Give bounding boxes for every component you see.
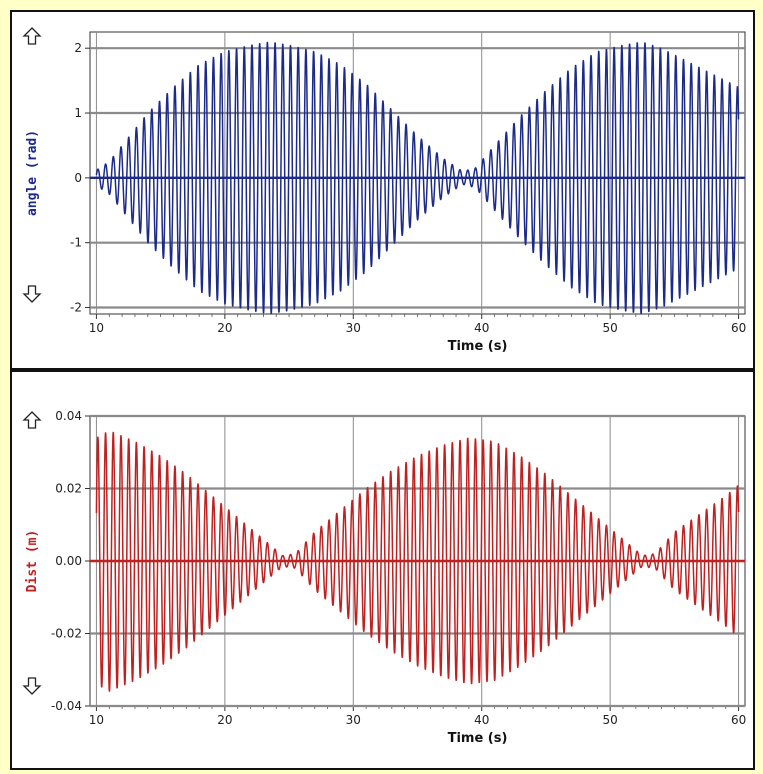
x-tick-label: 50 <box>603 321 618 335</box>
x-tick-label: 10 <box>89 321 104 335</box>
x-tick-label: 10 <box>89 713 104 727</box>
angle-panel: 10 20 30 40 50 60 2 1 0 -1 -2 Time (s) angle (rad) <box>12 12 753 370</box>
y-tick-label: 1 <box>74 106 82 120</box>
x-axis-label: Time (s) <box>448 339 508 354</box>
x-tick-label: 30 <box>346 321 361 335</box>
x-tick-label: 20 <box>217 321 232 335</box>
y-axis-label: angle (rad) <box>25 130 40 216</box>
scroll-down-arrow-icon[interactable] <box>22 285 42 303</box>
y-tick-label: -2 <box>70 301 82 315</box>
scroll-down-arrow-icon[interactable] <box>22 677 42 695</box>
y-tick-label: -0.02 <box>51 627 82 641</box>
y-tick-label: 0.02 <box>55 482 82 496</box>
y-tick-label: 2 <box>74 41 82 55</box>
x-tick-label: 40 <box>474 321 489 335</box>
chart-frame: 10 20 30 40 50 60 2 1 0 -1 -2 Time (s) angle (rad) 1… <box>10 10 755 770</box>
scroll-up-arrow-icon[interactable] <box>22 411 42 429</box>
x-tick-label: 30 <box>346 713 361 727</box>
distance-chart: 10 20 30 40 50 60 0.04 0.02 0.00 -0.02 -0.04 Time (… <box>22 409 746 746</box>
x-tick-label: 50 <box>603 713 618 727</box>
x-tick-label: 60 <box>731 713 746 727</box>
x-tick-label: 20 <box>217 713 232 727</box>
y-axis-label: Dist (m) <box>25 530 40 593</box>
y-tick-label: 0 <box>74 171 82 185</box>
distance-panel: 10 20 30 40 50 60 0.04 0.02 0.00 -0.02 -0.04 Time (… <box>12 372 753 768</box>
scroll-up-arrow-icon[interactable] <box>22 27 42 45</box>
x-tick-label: 60 <box>731 321 746 335</box>
panel-divider <box>12 368 753 372</box>
y-tick-label: 0.04 <box>55 409 82 423</box>
y-tick-label: 0.00 <box>55 554 82 568</box>
y-tick-label: -1 <box>70 236 82 250</box>
x-tick-label: 40 <box>474 713 489 727</box>
x-axis-label: Time (s) <box>448 731 508 746</box>
y-tick-label: -0.04 <box>51 699 82 713</box>
